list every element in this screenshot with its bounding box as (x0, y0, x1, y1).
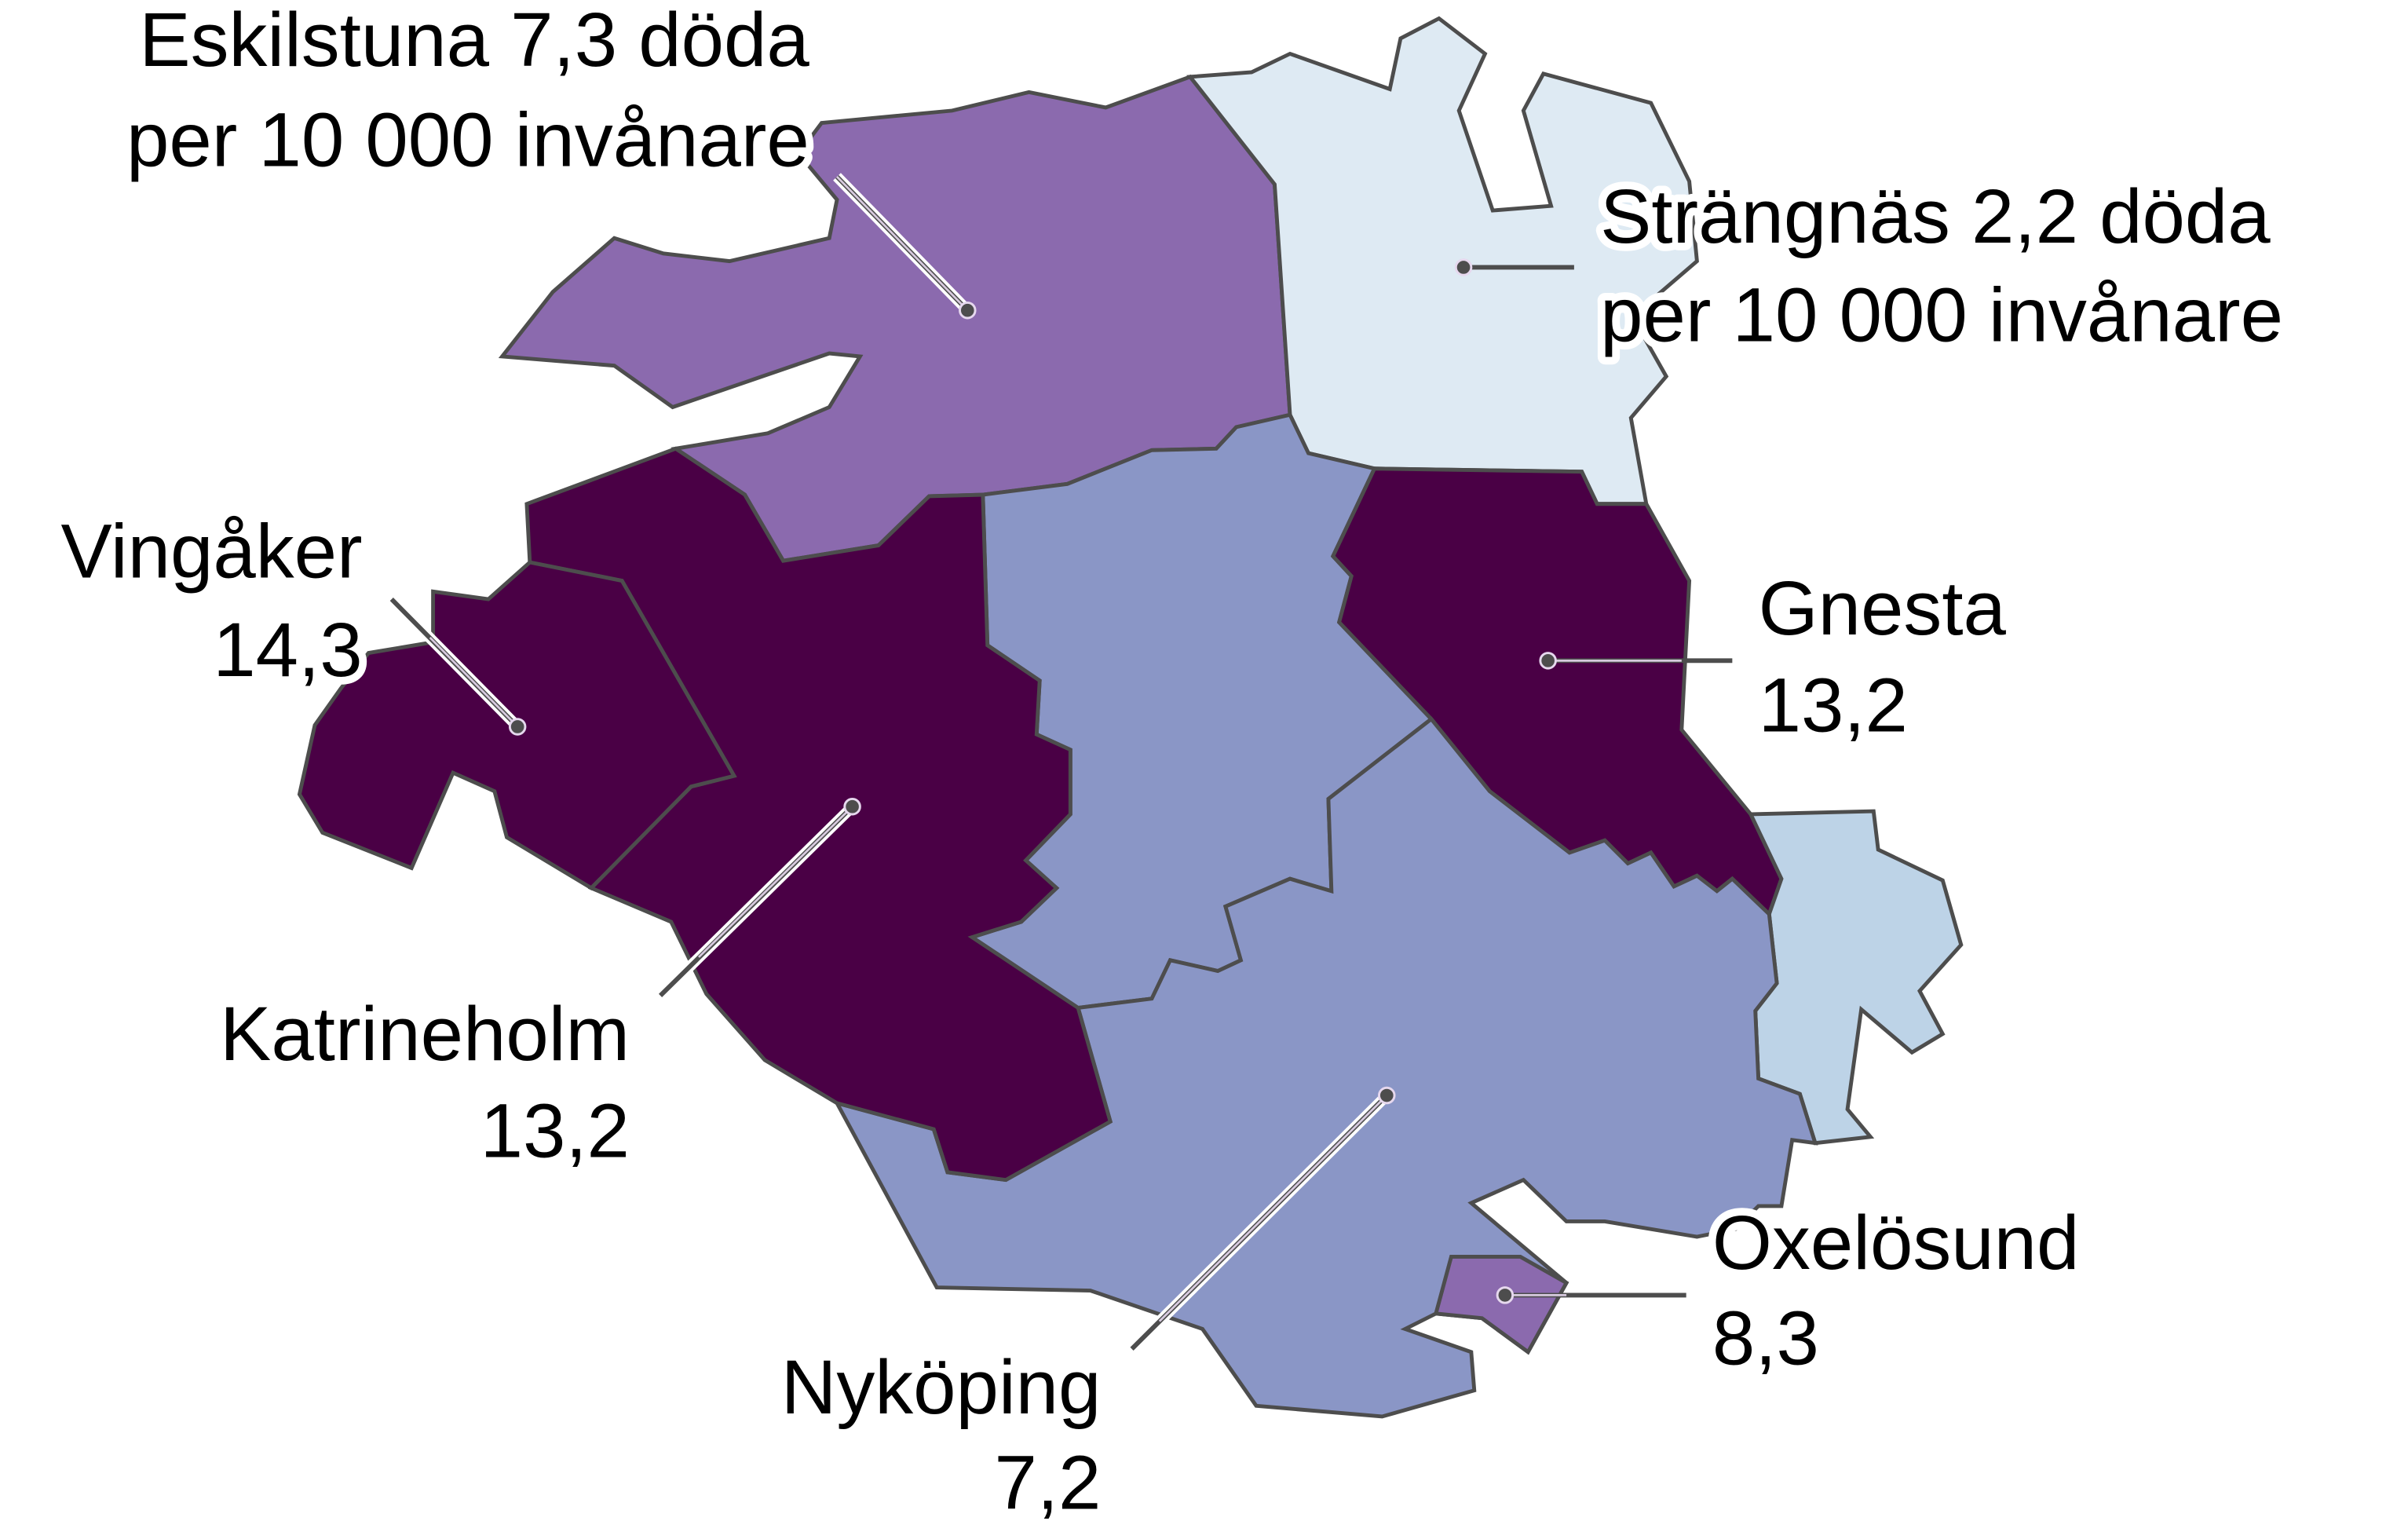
leader-strangnas (1454, 258, 1574, 276)
label-eskilstuna-line1: Eskilstuna 7,3 döda (139, 0, 809, 82)
region-oxelosund[interactable] (1433, 1255, 1569, 1355)
leader-gnesta (1539, 652, 1733, 670)
region-katrineholm[interactable] (524, 446, 1113, 1183)
leader-oxelosund (1496, 1286, 1686, 1304)
label-katrineholm-name: Katrineholm (220, 990, 630, 1077)
label-gnesta-value: 13,2 (1759, 661, 1908, 748)
leader-vingaker (387, 595, 527, 736)
label-strangnas-line1: Strängnäs 2,2 döda (1600, 173, 2271, 259)
leader-eskilstuna (833, 173, 977, 320)
label-eskilstuna-line2: per 10 000 invånare (126, 96, 809, 182)
label-nykoping-value: 7,2 (995, 1439, 1102, 1521)
leader-nykoping (1127, 1086, 1396, 1353)
label-nykoping-name: Nyköping (781, 1344, 1102, 1430)
label-oxelosund-name: Oxelösund (1712, 1199, 2079, 1285)
label-vingaker-value: 14,3 (213, 606, 362, 693)
label-vingaker-name: Vingåker (60, 508, 362, 594)
leader-katrineholm (656, 797, 861, 1000)
label-oxelosund-value: 8,3 (1712, 1294, 1819, 1380)
label-katrineholm-value: 13,2 (481, 1087, 630, 1173)
label-gnesta-name: Gnesta (1759, 565, 2007, 651)
label-strangnas-line2: per 10 000 invånare (1600, 271, 2283, 357)
leader-lines (387, 173, 1733, 1353)
labels: Eskilstuna 7,3 döda per 10 000 invånare … (53, 0, 2291, 1521)
regions (297, 16, 1964, 1419)
